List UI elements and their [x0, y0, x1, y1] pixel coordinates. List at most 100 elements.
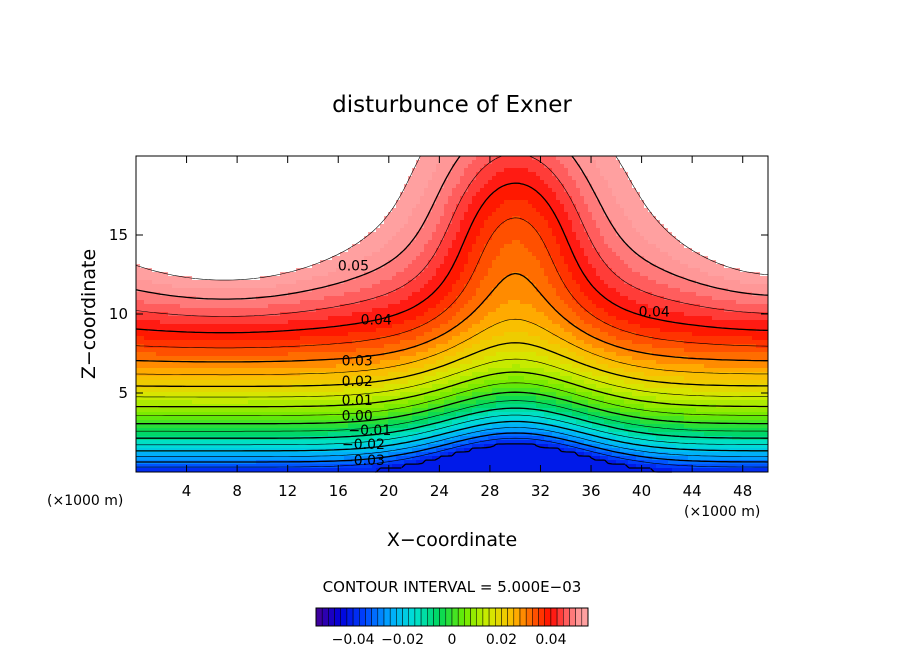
field-cell — [160, 160, 165, 165]
field-cell — [440, 256, 445, 261]
field-cell — [584, 172, 589, 177]
field-cell — [744, 184, 749, 189]
field-cell — [464, 244, 469, 249]
field-cell — [376, 192, 381, 197]
field-cell — [560, 252, 565, 257]
field-cell — [348, 208, 353, 213]
field-cell — [608, 176, 613, 181]
field-cell — [156, 272, 161, 277]
field-cell — [420, 272, 425, 277]
field-cell — [280, 180, 285, 185]
field-cell — [436, 176, 441, 181]
field-cell — [440, 272, 445, 277]
field-cell — [396, 188, 401, 193]
field-cell — [404, 196, 409, 201]
field-cell — [652, 252, 657, 257]
field-cell — [740, 268, 745, 273]
field-cell — [428, 216, 433, 221]
field-cell — [656, 240, 661, 245]
field-cell — [352, 184, 357, 189]
field-cell — [764, 188, 769, 193]
field-cell — [444, 252, 449, 257]
field-cell — [668, 200, 673, 205]
field-cell — [288, 224, 293, 229]
field-cell — [276, 240, 281, 245]
field-cell — [176, 168, 181, 173]
field-cell — [724, 164, 729, 169]
field-cell — [448, 216, 453, 221]
field-cell — [684, 236, 689, 241]
field-cell — [496, 252, 501, 257]
field-cell — [312, 212, 317, 217]
field-cell — [368, 196, 373, 201]
field-cell — [504, 216, 509, 221]
field-cell — [420, 168, 425, 173]
field-cell — [636, 256, 641, 261]
field-cell — [428, 236, 433, 241]
field-cell — [604, 272, 609, 277]
field-cell — [344, 164, 349, 169]
field-cell — [424, 176, 429, 181]
field-cell — [620, 268, 625, 273]
field-cell — [168, 264, 173, 269]
field-cell — [488, 268, 493, 273]
field-cell — [428, 228, 433, 233]
field-cell — [352, 168, 357, 173]
field-cell — [700, 204, 705, 209]
field-cell — [388, 164, 393, 169]
field-cell — [764, 156, 769, 161]
field-cell — [748, 236, 753, 241]
field-cell — [388, 200, 393, 205]
field-cell — [720, 200, 725, 205]
field-cell — [576, 204, 581, 209]
field-cell — [496, 168, 501, 173]
field-cell — [352, 268, 357, 273]
field-cell — [324, 248, 329, 253]
field-cell — [444, 264, 449, 269]
field-cell — [608, 204, 613, 209]
field-cell — [372, 272, 377, 277]
field-cell — [304, 216, 309, 221]
field-cell — [572, 224, 577, 229]
field-cell — [520, 192, 525, 197]
field-cell — [512, 224, 517, 229]
field-cell — [708, 184, 713, 189]
field-cell — [724, 176, 729, 181]
field-cell — [664, 212, 669, 217]
field-cell — [704, 228, 709, 233]
field-cell — [292, 232, 297, 237]
field-cell — [624, 176, 629, 181]
field-cell — [696, 180, 701, 185]
field-cell — [152, 260, 157, 265]
field-cell — [752, 260, 757, 265]
field-cell — [688, 192, 693, 197]
field-cell — [236, 264, 241, 269]
field-cell — [540, 224, 545, 229]
field-cell — [732, 224, 737, 229]
field-cell — [364, 224, 369, 229]
field-cell — [516, 180, 521, 185]
field-cell — [136, 228, 141, 233]
field-cell — [720, 168, 725, 173]
field-cell — [580, 208, 585, 213]
field-cell — [200, 244, 205, 249]
field-cell — [424, 204, 429, 209]
field-cell — [216, 256, 221, 261]
field-cell — [556, 204, 561, 209]
field-cell — [764, 204, 769, 209]
field-cell — [208, 240, 213, 245]
field-cell — [652, 184, 657, 189]
field-cell — [224, 264, 229, 269]
field-cell — [188, 176, 193, 181]
field-cell — [724, 232, 729, 237]
field-cell — [756, 260, 761, 265]
field-cell — [476, 192, 481, 197]
field-cell — [680, 180, 685, 185]
field-cell — [628, 196, 633, 201]
field-cell — [460, 212, 465, 217]
field-cell — [148, 184, 153, 189]
field-cell — [712, 208, 717, 213]
field-cell — [284, 232, 289, 237]
field-cell — [612, 204, 617, 209]
field-cell — [576, 176, 581, 181]
